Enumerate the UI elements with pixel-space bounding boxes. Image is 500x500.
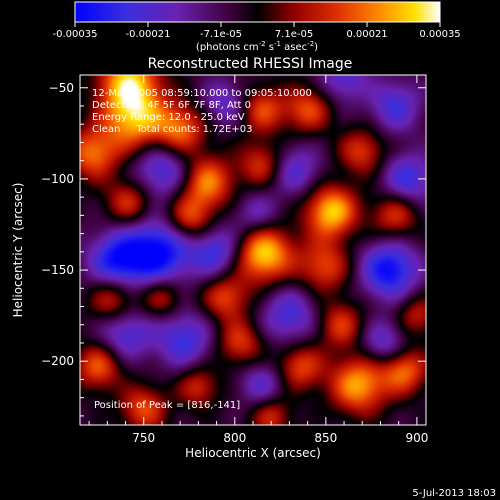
colorbar-tick-label: -7.1e-05 [200, 29, 242, 40]
colorbar-tick-label: -0.00021 [126, 29, 171, 40]
x-tick-label: 850 [314, 431, 337, 445]
peak-position-label: Position of Peak = [816,-141] [94, 400, 240, 411]
heatmap-image [80, 75, 426, 425]
x-tick-label: 800 [223, 431, 246, 445]
y-tick-label: −100 [41, 172, 74, 186]
colorbar-gradient [74, 1, 441, 23]
x-tick-label: 750 [132, 431, 155, 445]
info-detectors: Detectors: 4F 5F 6F 7F 8F, Att 0 [92, 100, 251, 111]
colorbar-tick-label: 0.00021 [346, 29, 387, 40]
x-axis: 750 800 850 900 [88, 75, 428, 445]
info-clean-counts: Clean Total counts: 1.72E+03 [92, 124, 252, 135]
y-tick-label: −150 [41, 263, 74, 277]
colorbar-tick-label: 0.00035 [419, 29, 460, 40]
y-tick-label: −200 [41, 354, 74, 368]
info-energy-range: Energy Range: 12.0 - 25.0 keV [92, 112, 245, 123]
colorbar-ticks: -0.00035 -0.00021 -7.1e-05 7.1e-05 0.00021 0.… [53, 22, 461, 40]
footer-date: 5-Jul-2013 18:03 [412, 488, 496, 499]
info-block: 12-May-2005 08:59:10.000 to 09:05:10.000… [92, 88, 312, 135]
colorbar: -0.00035 -0.00021 -7.1e-05 7.1e-05 0.00021 0.… [53, 1, 461, 53]
colorbar-tick-label: -0.00035 [53, 29, 98, 40]
plot-area: 750 800 850 900 −50 −100 −150 −200 [41, 74, 428, 445]
x-axis-label: Heliocentric X (arcsec) [185, 446, 321, 460]
y-axis: −50 −100 −150 −200 [41, 81, 426, 417]
info-time-range: 12-May-2005 08:59:10.000 to 09:05:10.000 [92, 88, 312, 99]
x-tick-label: 900 [405, 431, 428, 445]
colorbar-tick-label: 7.1e-05 [275, 29, 313, 40]
plot-title: Reconstructed RHESSI Image [148, 56, 353, 72]
y-axis-label: Heliocentric Y (arcsec) [11, 183, 25, 318]
y-tick-label: −50 [49, 81, 74, 95]
colorbar-unit-label: (photons cm-2 s-1 asec-2) [196, 40, 318, 53]
